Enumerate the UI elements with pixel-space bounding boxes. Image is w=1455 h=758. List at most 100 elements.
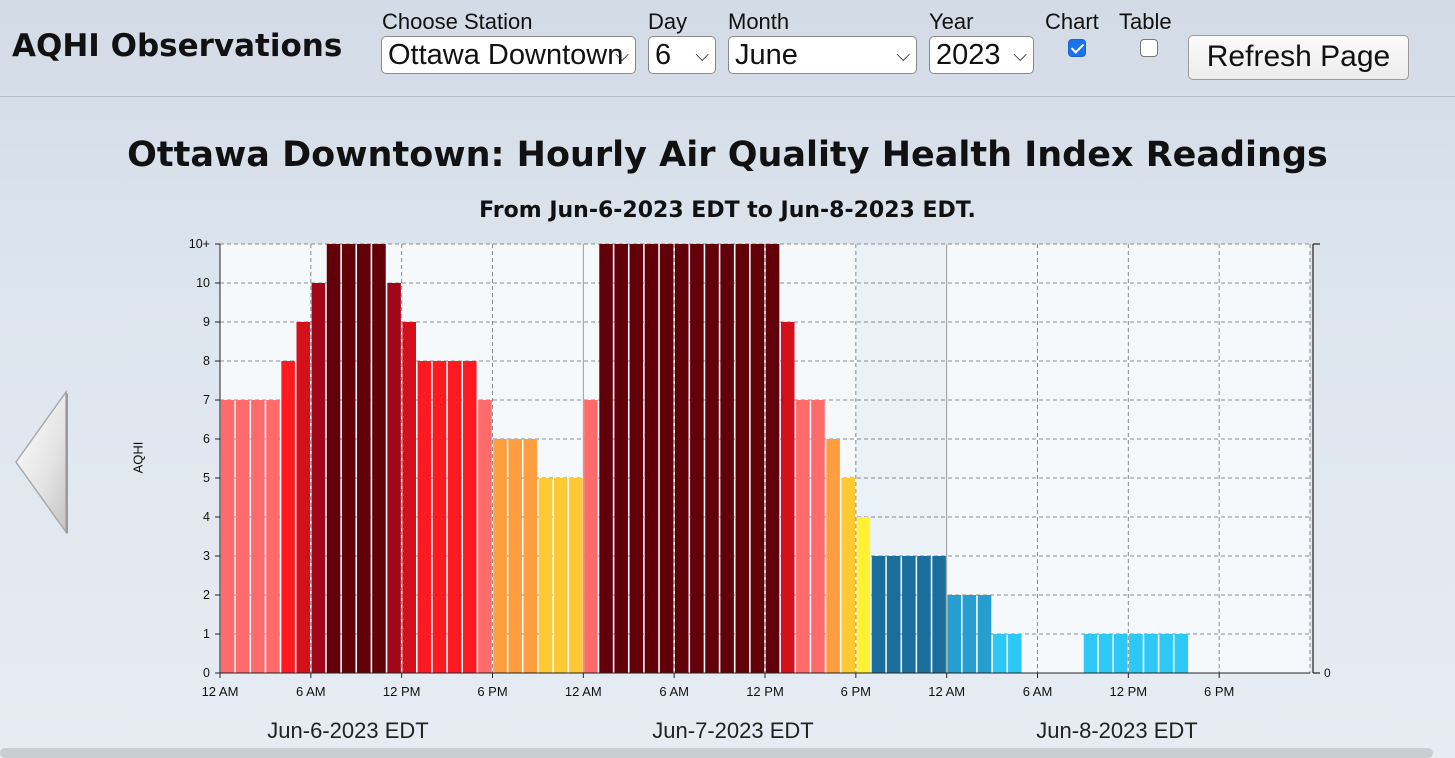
aqhi-bar[interactable] <box>417 361 432 673</box>
chevron-down-icon: ⌵ <box>1013 45 1027 65</box>
aqhi-bar[interactable] <box>659 244 674 673</box>
aqhi-bar[interactable] <box>1098 634 1113 673</box>
y-tick-label: 0 <box>203 666 210 680</box>
aqhi-bar[interactable] <box>856 517 871 673</box>
chart-toggle-label: Chart <box>1045 9 1099 34</box>
aqhi-bar[interactable] <box>1008 634 1022 673</box>
aqhi-bar[interactable] <box>977 595 992 673</box>
aqhi-bar[interactable] <box>1113 634 1128 673</box>
evening-shade <box>855 244 947 673</box>
chevron-down-icon: ⌵ <box>615 45 629 65</box>
aqhi-bar[interactable] <box>765 244 780 673</box>
aqhi-bar[interactable] <box>251 400 265 673</box>
aqhi-bar[interactable] <box>402 322 417 673</box>
station-select[interactable]: Ottawa Downtown ⌵ <box>381 36 636 74</box>
aqhi-bar[interactable] <box>387 283 401 673</box>
year-select[interactable]: 2023 ⌵ <box>929 36 1034 74</box>
x-tick-label: 6 AM <box>296 684 326 699</box>
aqhi-bar[interactable] <box>629 244 644 673</box>
aqhi-bar[interactable] <box>478 400 492 673</box>
x-tick-label: 6 PM <box>477 684 507 699</box>
refresh-page-button[interactable]: Refresh Page <box>1188 35 1409 80</box>
month-label: Month <box>728 9 790 34</box>
aqhi-bar[interactable] <box>750 244 765 673</box>
aqhi-bar[interactable] <box>644 244 659 673</box>
station-select-value: Ottawa Downtown <box>388 39 624 71</box>
aqhi-bar[interactable] <box>463 361 477 673</box>
x-tick-label: 6 AM <box>1023 684 1053 699</box>
day-label-3: Jun-8-2023 EDT <box>1036 718 1198 743</box>
toolbar: AQHI Observations Choose Station Ottawa … <box>0 0 1455 97</box>
table-toggle-label: Table <box>1119 9 1172 34</box>
horizontal-scrollbar[interactable] <box>0 748 1433 758</box>
aqhi-bar[interactable] <box>992 634 1007 673</box>
aqhi-bar[interactable] <box>1174 634 1189 673</box>
y-tick-label: 10+ <box>189 237 210 251</box>
aqhi-bar[interactable] <box>735 244 750 673</box>
x-tick-label: 12 PM <box>1110 684 1148 699</box>
aqhi-bar[interactable] <box>826 439 840 673</box>
aqhi-bar[interactable] <box>341 244 356 673</box>
aqhi-bar[interactable] <box>1083 634 1098 673</box>
aqhi-bar[interactable] <box>674 244 689 673</box>
aqhi-bar[interactable] <box>584 400 598 673</box>
aqhi-bar[interactable] <box>372 244 386 673</box>
chart-title: Ottawa Downtown: Hourly Air Quality Heal… <box>127 135 1328 175</box>
app-title: AQHI Observations <box>12 28 343 64</box>
aqhi-bar[interactable] <box>281 361 295 673</box>
station-label: Choose Station <box>382 9 533 34</box>
day-label: Day <box>648 9 688 34</box>
aqhi-bar[interactable] <box>917 556 931 673</box>
day-select-value: 6 <box>655 39 672 71</box>
aqhi-bar[interactable] <box>871 556 886 673</box>
aqhi-bar[interactable] <box>1129 634 1143 673</box>
aqhi-bar[interactable] <box>796 400 810 673</box>
aqhi-bar[interactable] <box>266 400 280 673</box>
y-tick-label: 2 <box>203 588 210 602</box>
month-select-value: June <box>735 39 798 71</box>
aqhi-bar[interactable] <box>311 283 326 673</box>
aqhi-bar[interactable] <box>296 322 311 673</box>
aqhi-bar[interactable] <box>841 478 856 673</box>
y-tick-label: 4 <box>203 510 210 524</box>
aqhi-bar[interactable] <box>523 439 538 673</box>
aqhi-bar[interactable] <box>720 244 734 673</box>
aqhi-bar[interactable] <box>705 244 719 673</box>
aqhi-bar[interactable] <box>902 556 916 673</box>
day-label-2: Jun-7-2023 EDT <box>652 718 814 743</box>
aqhi-bar[interactable] <box>932 556 946 673</box>
aqhi-bar[interactable] <box>493 439 507 673</box>
year-select-value: 2023 <box>936 39 1001 71</box>
y-tick-label: 7 <box>203 393 210 407</box>
month-select[interactable]: June ⌵ <box>728 36 917 74</box>
aqhi-bar[interactable] <box>357 244 371 673</box>
y-tick-label: 9 <box>203 315 210 329</box>
aqhi-bar[interactable] <box>508 439 522 673</box>
aqhi-bar[interactable] <box>811 400 825 673</box>
x-tick-label: 12 AM <box>565 684 602 699</box>
aqhi-bar[interactable] <box>947 595 962 673</box>
chart-checkbox[interactable] <box>1068 39 1086 57</box>
day-select[interactable]: 6 ⌵ <box>648 36 716 74</box>
x-tick-label: 6 PM <box>841 684 871 699</box>
previous-arrow-icon[interactable] <box>10 388 72 538</box>
aqhi-bar[interactable] <box>447 361 462 673</box>
aqhi-bar[interactable] <box>538 478 553 673</box>
aqhi-bar[interactable] <box>220 400 235 673</box>
aqhi-bar[interactable] <box>886 556 901 673</box>
aqhi-bar[interactable] <box>568 478 583 673</box>
aqhi-bar[interactable] <box>326 244 341 673</box>
aqhi-bar[interactable] <box>432 361 447 673</box>
aqhi-bar[interactable] <box>614 244 628 673</box>
table-checkbox[interactable] <box>1140 39 1158 57</box>
y-tick-label: 5 <box>203 471 210 485</box>
aqhi-bar[interactable] <box>690 244 704 673</box>
aqhi-bar[interactable] <box>780 322 795 673</box>
aqhi-bar[interactable] <box>599 244 613 673</box>
aqhi-bar[interactable] <box>1159 634 1173 673</box>
aqhi-bar[interactable] <box>553 478 568 673</box>
day-label-1: Jun-6-2023 EDT <box>267 718 429 743</box>
aqhi-bar[interactable] <box>235 400 250 673</box>
aqhi-bar[interactable] <box>962 595 977 673</box>
aqhi-bar[interactable] <box>1144 634 1158 673</box>
